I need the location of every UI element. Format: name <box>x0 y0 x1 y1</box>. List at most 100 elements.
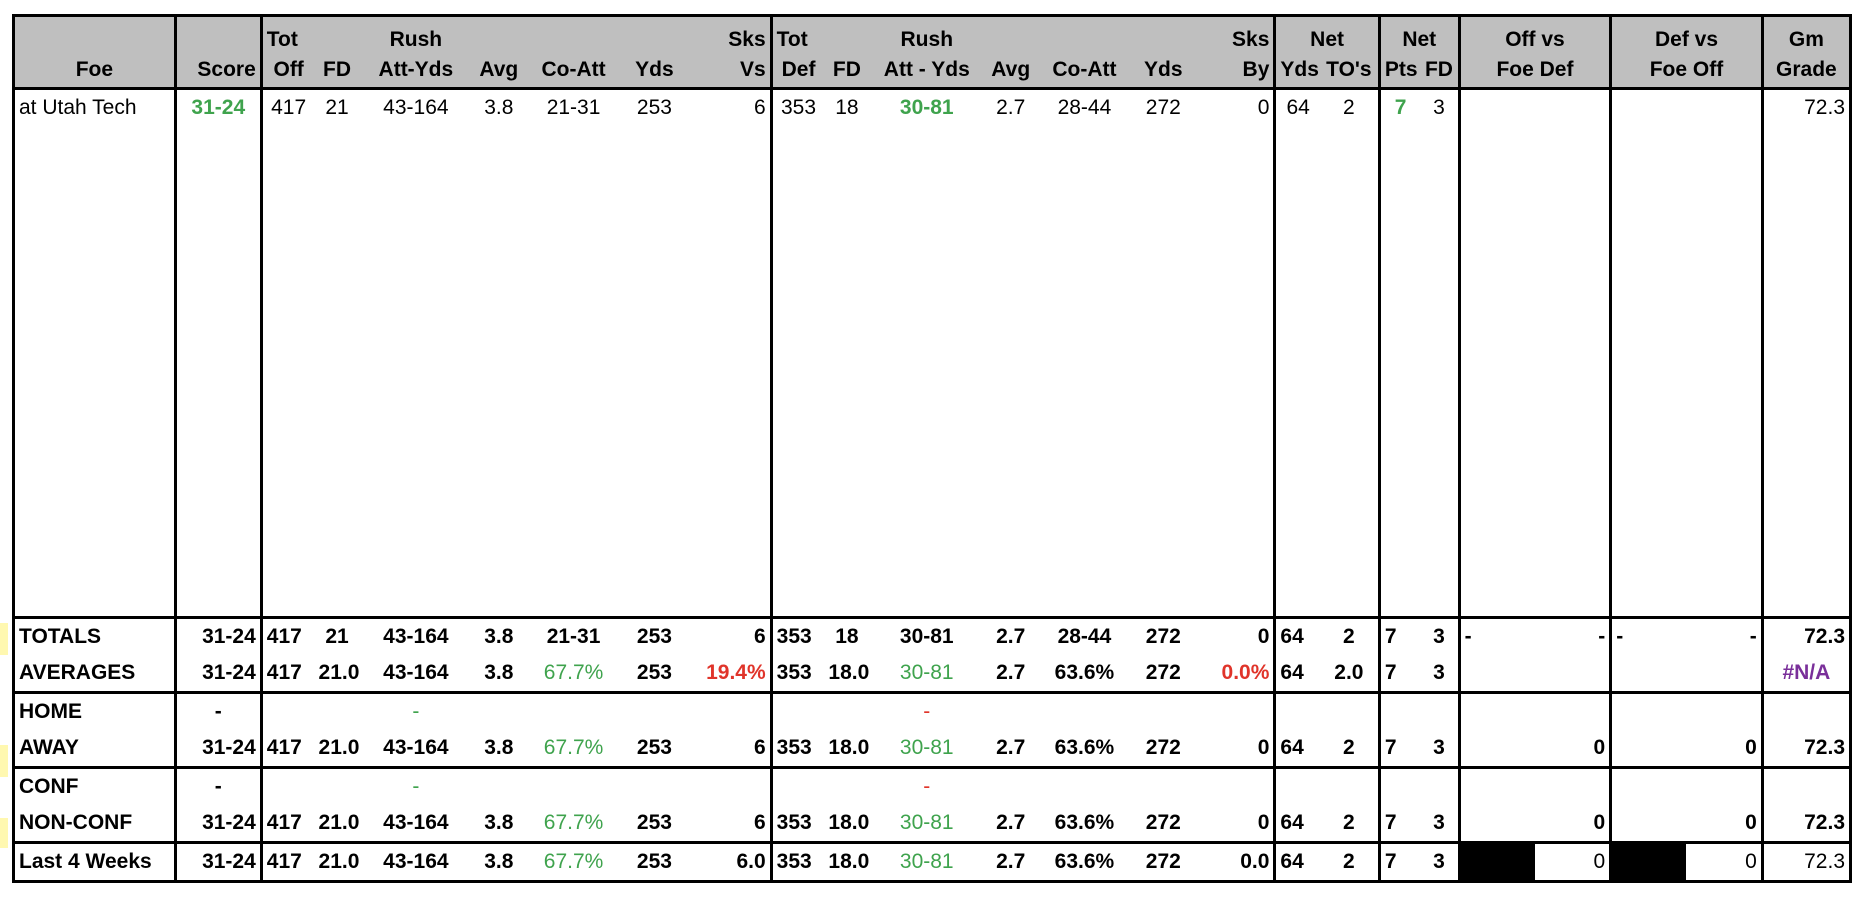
row-label: NON-CONF <box>12 805 176 843</box>
rush-off-cell: 43-164 <box>383 625 449 648</box>
score-cell: - <box>173 692 262 730</box>
pass-yds-off-cell: 253 <box>636 736 672 759</box>
header-cell <box>173 15 262 52</box>
rush-off-cell: 43-164 <box>383 850 449 873</box>
header-net-fd: FD <box>1420 52 1460 89</box>
rush-off-cell: - <box>412 700 420 723</box>
net-pts-cell: 7 <box>1377 617 1421 655</box>
def-vs-cell: 0 <box>1609 805 1763 843</box>
comp-off-cell <box>525 693 621 731</box>
score-cell: 31-24 <box>173 805 262 843</box>
score-cell: 31-24 <box>173 655 262 693</box>
avg-def-cell: 2.7 <box>996 96 1026 119</box>
avg-def-cell: 2.7 <box>996 625 1026 648</box>
net-yds-cell: 64 <box>1273 842 1320 882</box>
rush-off-cell: 43-164 <box>383 96 449 119</box>
net-pts-cell: 7 <box>1377 655 1421 693</box>
tot-def-cell <box>769 767 825 805</box>
foe-cell: at Utah Tech <box>12 88 176 618</box>
home-row: HOME - - - <box>12 692 1853 731</box>
row-label: HOME <box>12 692 176 730</box>
fd-off-cell: 21.0 <box>318 811 360 834</box>
avg-off-cell: 3.8 <box>484 736 514 759</box>
pass-yds-def-cell: 272 <box>1145 625 1181 648</box>
off-vs-black-fill <box>1457 842 1535 882</box>
fd-off-cell: 21 <box>325 625 349 648</box>
avg-off-cell <box>472 768 525 806</box>
sks-by-cell: 0.0 <box>1240 850 1270 873</box>
avg-def-cell: 2.7 <box>996 661 1026 684</box>
header-cell <box>472 15 526 52</box>
off-vs-cell <box>1457 692 1611 730</box>
header-foe-def: Foe Def <box>1457 52 1611 89</box>
rush-off-cell: 43-164 <box>383 811 449 834</box>
def-vs-black-fill <box>1609 842 1687 882</box>
score-cell: 31-24 <box>173 617 262 655</box>
sks-vs-cell: 6 <box>753 96 766 119</box>
fd-off-cell: 21.0 <box>318 736 360 759</box>
comp-off-cell: 67.7% <box>543 811 604 834</box>
header-fd-def: FD <box>824 52 870 89</box>
header-pts: Pts <box>1377 52 1421 89</box>
header-def: Def <box>769 52 825 89</box>
pass-yds-off-cell <box>622 768 688 806</box>
tot-off-cell: 417 <box>259 842 315 882</box>
header-foe-off: Foe Off <box>1609 52 1763 89</box>
fd-off-cell <box>315 768 360 806</box>
header-cell <box>12 15 176 52</box>
rush-def-cell: 30-81 <box>899 811 954 834</box>
comp-def-cell: 63.6% <box>1054 661 1115 684</box>
tot-off-cell: 417 <box>259 730 315 768</box>
rush-def-cell: 30-81 <box>899 96 954 119</box>
pass-yds-def-cell <box>1132 768 1195 806</box>
net-to-cell: 2.0 <box>1334 661 1364 684</box>
header-vs: Vs <box>687 52 772 89</box>
def-vs-cell <box>1609 88 1763 618</box>
net-yds-cell: 64 <box>1273 655 1320 693</box>
tot-def-cell: 353 <box>769 805 825 843</box>
net-pts-cell <box>1377 692 1421 730</box>
comp-def-cell: 28-44 <box>1057 625 1112 648</box>
sks-vs-cell: 6.0 <box>736 850 766 873</box>
last4-row: Last 4 Weeks 31-24 417 21.0 43-164 3.8 6… <box>12 842 1853 882</box>
avg-def-cell: 2.7 <box>996 736 1026 759</box>
header-net-pts-top: Net <box>1377 15 1460 52</box>
sks-by-cell: 0 <box>1257 96 1270 119</box>
sks-by-cell: 0 <box>1257 736 1270 759</box>
rush-def-cell: 30-81 <box>899 736 954 759</box>
fd-def-cell <box>824 693 869 731</box>
off-vs-cell: - <box>1457 617 1535 655</box>
fd-def-cell: 18.0 <box>828 736 870 759</box>
header-fd: FD <box>314 52 360 89</box>
sks-by-cell <box>1195 768 1275 806</box>
row-label: Last 4 Weeks <box>12 842 176 882</box>
header-off-vs-top: Off vs <box>1457 15 1611 52</box>
tot-def-cell: 353 <box>769 655 825 693</box>
conf-row: CONF - - - <box>12 767 1853 806</box>
def-vs-cell: 0 <box>1609 730 1763 768</box>
header-cell <box>621 15 688 52</box>
pass-yds-off-cell: 253 <box>636 625 672 648</box>
off-vs-cell: 0 <box>1457 805 1611 843</box>
net-fd-cell: 3 <box>1433 811 1445 834</box>
net-to-cell: 2 <box>1343 96 1355 119</box>
header-yds-def: Yds <box>1131 52 1196 89</box>
header-att-yds-def: Att - Yds <box>869 52 985 89</box>
tot-off-cell: 417 <box>259 617 315 655</box>
grade-cell <box>1760 767 1853 805</box>
sks-vs-cell: 6 <box>753 736 766 759</box>
fd-def-cell <box>824 768 869 806</box>
comp-def-cell: 63.6% <box>1054 850 1115 873</box>
sks-by-cell <box>1195 693 1275 731</box>
def-vs-cell: 0 <box>1745 850 1757 873</box>
def-vs-cell <box>1609 692 1763 730</box>
rush-off-cell: - <box>412 775 420 798</box>
grade-cell: 72.3 <box>1760 88 1853 618</box>
row-label: AWAY <box>12 730 176 768</box>
net-to-cell: 2 <box>1343 811 1355 834</box>
comp-off-cell: 67.7% <box>543 661 604 684</box>
rush-def-cell: 30-81 <box>899 625 954 648</box>
net-fd-cell: 3 <box>1433 736 1445 759</box>
grade-cell: 72.3 <box>1760 842 1853 882</box>
score-cell: 31-24 <box>173 88 262 618</box>
